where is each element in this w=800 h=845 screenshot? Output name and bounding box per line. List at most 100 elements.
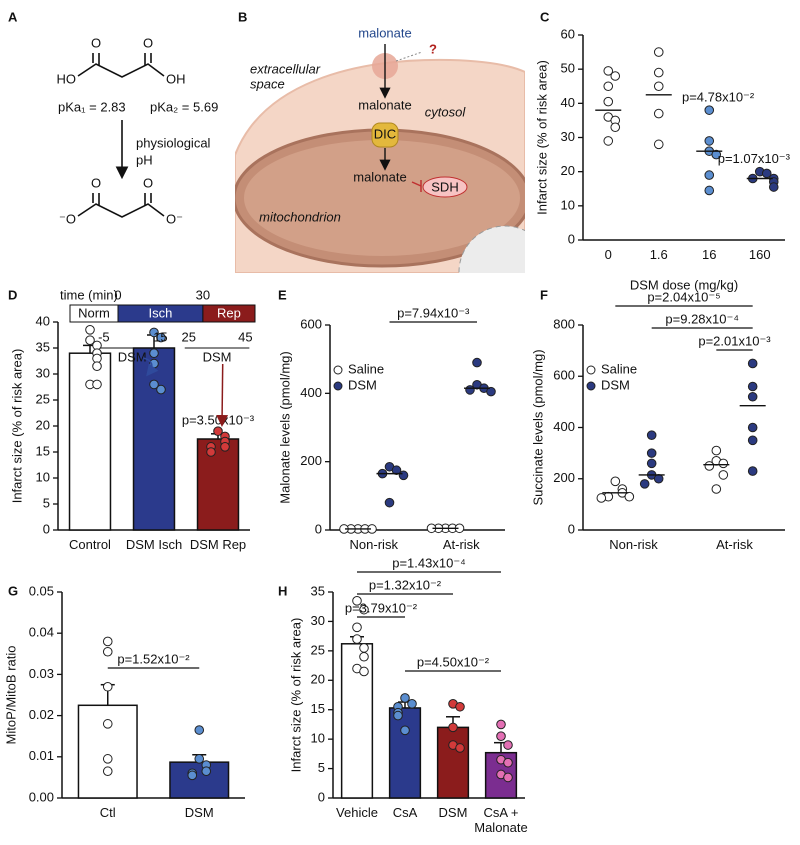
data-point (747, 391, 758, 402)
data-point (624, 491, 635, 502)
y-tick-label: 600 (300, 316, 322, 331)
data-point (359, 651, 369, 662)
data-point (486, 386, 496, 397)
panel-label: H (278, 583, 287, 598)
data-point (400, 693, 410, 703)
pka: pKa₁ = 2.83 (58, 99, 126, 114)
data-point (718, 470, 729, 480)
data-point (704, 136, 715, 146)
phase-label: Rep (217, 305, 241, 320)
compartment: cytosol (425, 104, 467, 119)
data-point (149, 327, 159, 338)
x-tick-label-box: Non-risk (350, 538, 398, 552)
atom: O⁻ (166, 211, 183, 226)
y-tick-label: 200 (553, 470, 575, 485)
data-point (455, 743, 465, 753)
x-tick-label: Vehicle (336, 806, 378, 820)
data-point (496, 719, 506, 730)
data-point (653, 67, 664, 78)
data-point (639, 479, 650, 489)
data-point (704, 185, 715, 196)
y-tick-label: 60 (561, 26, 575, 41)
x-tick-label: At-risk (716, 538, 753, 552)
data-point (718, 458, 729, 469)
data-point (194, 725, 205, 735)
data-point (102, 681, 113, 692)
data-point (194, 754, 205, 764)
y-tick-label: 30 (36, 365, 50, 380)
y-tick-label: 0 (318, 789, 325, 804)
x-tick-label-box: CsA (393, 806, 418, 820)
x-tick-label-box: Ctl (100, 806, 116, 820)
data-point (85, 325, 95, 335)
y-tick-label: 0.03 (29, 666, 54, 681)
x-tick-label: At-risk (442, 538, 480, 552)
pka: pKa₂ = 5.69 (150, 99, 218, 114)
legend-label: Saline (601, 361, 637, 376)
data-point (201, 766, 212, 777)
data-point (102, 719, 113, 729)
y-tick-label: 35 (311, 583, 325, 598)
panel-label: D (8, 287, 17, 302)
y-tick-label: 20 (561, 163, 575, 178)
y-tick-label: 15 (311, 701, 325, 716)
p-value: p=7.94x10⁻³ (397, 305, 470, 320)
data-point (400, 725, 410, 736)
x-tick-label: DSM Isch (125, 538, 183, 552)
data-point (747, 466, 758, 476)
molecule: malonate (358, 97, 411, 112)
data-point (102, 636, 113, 647)
y-tick-label: 5 (43, 495, 50, 510)
data-point (610, 71, 621, 81)
x-tick-label-box: At-risk (442, 538, 480, 552)
data-point (220, 442, 230, 452)
y-tick-label: 0 (568, 231, 575, 246)
question: ? (429, 41, 437, 56)
data-point (391, 465, 402, 476)
data-point (149, 379, 159, 390)
p-value: p=2.04x10⁻⁵ (647, 289, 720, 304)
data-point (187, 770, 198, 781)
data-point (711, 149, 722, 160)
data-point (603, 66, 614, 76)
y-tick-label: 10 (36, 469, 50, 484)
x-tick-label: DSM Rep (189, 538, 247, 552)
data-point (711, 445, 722, 456)
legend-marker (333, 365, 343, 375)
data-point (92, 379, 102, 390)
p-value: p=3.79x10⁻² (345, 600, 418, 615)
phase-label: Norm (78, 305, 110, 320)
data-point (359, 666, 369, 677)
panel-label: A (8, 9, 18, 24)
timeline-title: time (min) (60, 287, 118, 302)
panel-a: A O O HO OH pKa₁ = 2.83 pKa₂ = 5.69 phys… (8, 9, 218, 226)
x-tick-label-box: DSM Isch (125, 538, 183, 552)
time-label: 0 (114, 287, 121, 302)
atom: O (91, 175, 101, 190)
x-tick-label: DSM (438, 806, 468, 820)
bar (132, 347, 176, 531)
bar (436, 726, 470, 799)
data-point (85, 335, 95, 346)
data-point (503, 772, 513, 783)
data-point (653, 139, 664, 150)
y-axis-label: Malonate levels (pmol/mg) (277, 351, 292, 503)
x-tick-label: 16 (702, 248, 717, 262)
data-point (102, 766, 113, 777)
data-point (359, 604, 369, 615)
data-point (610, 476, 621, 487)
data-point (711, 484, 722, 494)
cell-diagram (235, 44, 525, 273)
x-tick-label: 0 (604, 248, 612, 262)
time-label: 15 (153, 329, 167, 344)
y-tick-label: 30 (561, 129, 575, 144)
phase-box (202, 304, 256, 323)
dosing-arrow (143, 357, 159, 377)
atom: O (91, 35, 101, 50)
data-point (407, 699, 417, 709)
condition: pH (136, 152, 153, 167)
data-point (704, 105, 715, 115)
y-tick-label: 10 (561, 197, 575, 212)
data-point (603, 81, 614, 92)
p-value: p=4.50x10⁻² (417, 654, 490, 669)
